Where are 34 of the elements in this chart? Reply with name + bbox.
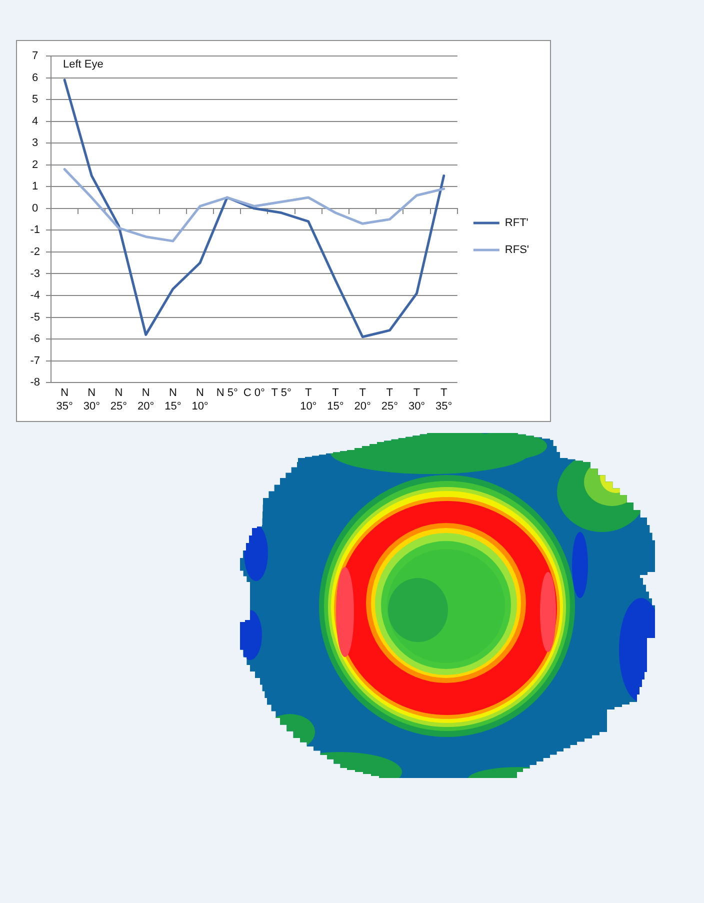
y-tick-label: -2: [30, 246, 40, 258]
x-tick-label: N 5°: [216, 387, 238, 400]
x-tick-label: N 20°: [138, 387, 154, 412]
y-tick-label: -6: [30, 333, 40, 346]
x-tick-label: N 25°: [110, 387, 128, 412]
y-tick-label: 6: [32, 72, 38, 84]
y-tick-label: -7: [30, 354, 40, 367]
y-tick-label: 1: [32, 180, 38, 193]
x-tick-label: N 10°: [192, 387, 208, 412]
y-tick-label: 5: [32, 94, 38, 106]
y-tick-label: 0: [32, 202, 38, 214]
x-tick-label: T 35°: [436, 387, 452, 412]
x-tick-label: C 0°: [243, 387, 265, 400]
y-tick-label: -3: [30, 268, 40, 280]
y-tick-label: -4: [30, 290, 40, 302]
x-tick-label: T 15°: [327, 387, 344, 412]
chart-title: Left Eye: [63, 58, 104, 71]
x-tick-label: T 5°: [271, 387, 292, 400]
y-tick-label: 3: [32, 137, 38, 150]
y-tick-label: -5: [30, 311, 40, 324]
y-tick-label: -1: [30, 224, 40, 236]
x-tick-label: N 15°: [164, 387, 182, 412]
x-tick-label: N 30°: [83, 387, 100, 412]
x-tick-label: T 30°: [408, 387, 426, 412]
y-tick-label: 7: [32, 50, 38, 62]
x-tick-label: N 35°: [56, 387, 73, 412]
x-tick-label: T 10°: [300, 387, 317, 412]
legend-label: RFT': [504, 217, 528, 230]
x-tick-label: T 20°: [354, 387, 371, 412]
legend-label: RFS': [504, 244, 530, 256]
x-tick-label: T 25°: [381, 387, 398, 412]
y-tick-label: 4: [32, 115, 38, 128]
y-tick-label: 2: [32, 158, 38, 171]
y-tick-label: -8: [30, 376, 40, 389]
